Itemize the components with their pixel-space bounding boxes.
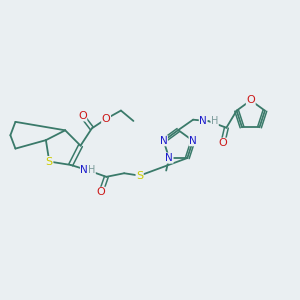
Text: N: N [160, 136, 167, 146]
Text: O: O [97, 187, 105, 197]
Text: N: N [80, 165, 88, 175]
Text: S: S [46, 157, 53, 166]
Text: H: H [211, 116, 218, 126]
Text: O: O [218, 138, 227, 148]
Text: O: O [246, 95, 255, 105]
Text: O: O [102, 114, 110, 124]
Text: N: N [165, 153, 173, 163]
Text: N: N [189, 136, 197, 146]
Text: N: N [199, 116, 207, 126]
Text: S: S [136, 171, 143, 181]
Text: H: H [88, 165, 95, 175]
Text: O: O [78, 111, 87, 121]
